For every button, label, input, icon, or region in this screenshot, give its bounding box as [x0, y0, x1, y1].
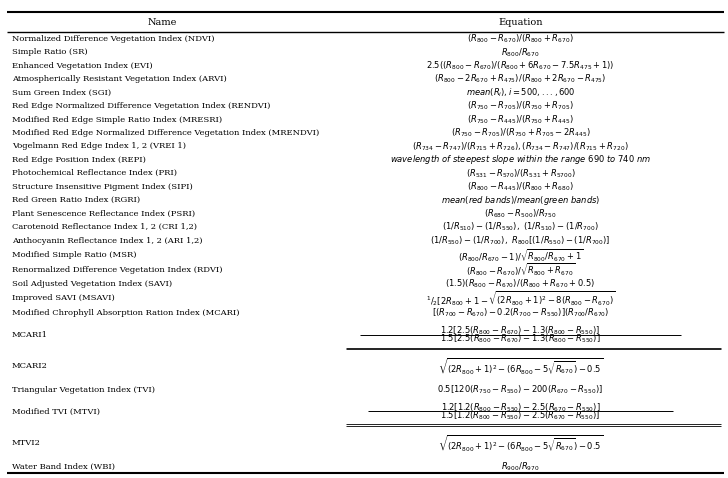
Text: $1.2[1.2(R_{800} - R_{550}) - 2.5(R_{670} - R_{550})]$: $1.2[1.2(R_{800} - R_{550}) - 2.5(R_{670… [440, 401, 601, 413]
Text: $(R_{680} - R_{500})/R_{750}$: $(R_{680} - R_{500})/R_{750}$ [484, 207, 557, 220]
Text: $mean(R_i), i = 500, ..., 600$: $mean(R_i), i = 500, ..., 600$ [466, 87, 575, 99]
Text: $\mathit{mean(red\ bands)/mean(green\ bands)}$: $\mathit{mean(red\ bands)/mean(green\ ba… [441, 194, 600, 206]
Text: $1.5[1.2(R_{800} - R_{550}) - 2.5(R_{670} - R_{550})]$: $1.5[1.2(R_{800} - R_{550}) - 2.5(R_{670… [440, 409, 601, 422]
Text: $(R_{750} - R_{705})/(R_{750} + R_{705})$: $(R_{750} - R_{705})/(R_{750} + R_{705})… [467, 100, 574, 112]
Text: Modified Red Edge Simple Ratio Index (MRESRI): Modified Red Edge Simple Ratio Index (MR… [12, 116, 222, 123]
Text: Modified Simple Ratio (MSR): Modified Simple Ratio (MSR) [12, 251, 136, 260]
Text: $(R_{800}/R_{670} - 1)/\sqrt{R_{800}/R_{670} + 1}$: $(R_{800}/R_{670} - 1)/\sqrt{R_{800}/R_{… [458, 247, 583, 263]
Text: Red Green Ratio Index (RGRI): Red Green Ratio Index (RGRI) [12, 196, 140, 204]
Text: $(R_{750} - R_{445})/(R_{750} + R_{445})$: $(R_{750} - R_{445})/(R_{750} + R_{445})… [467, 113, 574, 126]
Text: Improved SAVI (MSAVI): Improved SAVI (MSAVI) [12, 294, 114, 303]
Text: Atmospherically Resistant Vegetation Index (ARVI): Atmospherically Resistant Vegetation Ind… [12, 75, 226, 83]
Text: Water Band Index (WBI): Water Band Index (WBI) [12, 463, 114, 470]
Text: $1.5[2.5(R_{800} - R_{670}) - 1.3(R_{800} - R_{550})]$: $1.5[2.5(R_{800} - R_{670}) - 1.3(R_{800… [440, 332, 601, 345]
Text: $(R_{531} - R_{570})/(R_{531} + R_{5700})$: $(R_{531} - R_{570})/(R_{531} + R_{5700}… [466, 167, 575, 180]
Text: Normalized Difference Vegetation Index (NDVI): Normalized Difference Vegetation Index (… [12, 35, 214, 43]
Text: $R_{900}/R_{970}$: $R_{900}/R_{970}$ [501, 460, 540, 473]
Text: Modified Chrophyll Absorption Ration Index (MCARI): Modified Chrophyll Absorption Ration Ind… [12, 309, 239, 317]
Text: $1.2[2.5(R_{800} - R_{670}) - 1.3(R_{800} - R_{550})]$: $1.2[2.5(R_{800} - R_{670}) - 1.3(R_{800… [440, 325, 601, 337]
Text: Red Edge Normalized Difference Vegetation Index (RENDVI): Red Edge Normalized Difference Vegetatio… [12, 102, 270, 110]
Text: Enhanced Vegetation Index (EVI): Enhanced Vegetation Index (EVI) [12, 62, 152, 70]
Text: $^{1}/_{2}[2R_{800} + 1 - \sqrt{(2R_{800} + 1)^2 - 8(R_{800} - R_{670})}$: $^{1}/_{2}[2R_{800} + 1 - \sqrt{(2R_{800… [426, 289, 615, 308]
Text: Structure Insensitive Pigment Index (SIPI): Structure Insensitive Pigment Index (SIP… [12, 183, 192, 191]
Text: Red Edge Position Index (REPI): Red Edge Position Index (REPI) [12, 156, 146, 164]
Text: Triangular Vegetation Index (TVI): Triangular Vegetation Index (TVI) [12, 386, 154, 394]
Text: $(R_{750} - R_{705})/(R_{750} + R_{705} - 2R_{445})$: $(R_{750} - R_{705})/(R_{750} + R_{705} … [451, 127, 590, 139]
Text: MCARI1: MCARI1 [12, 331, 47, 339]
Text: Carotenoid Reflectance Index 1, 2 (CRI 1,2): Carotenoid Reflectance Index 1, 2 (CRI 1… [12, 223, 197, 231]
Text: Simple Ratio (SR): Simple Ratio (SR) [12, 48, 87, 56]
Text: Name: Name [147, 18, 177, 27]
Text: $(R_{800} - R_{670})/\sqrt{R_{800} + R_{670}}$: $(R_{800} - R_{670})/\sqrt{R_{800} + R_{… [466, 262, 575, 278]
Text: Photochemical Reflectance Index (PRI): Photochemical Reflectance Index (PRI) [12, 169, 177, 177]
Text: Anthocyanin Reflectance Index 1, 2 (ARI 1,2): Anthocyanin Reflectance Index 1, 2 (ARI … [12, 237, 202, 245]
Text: $(R_{800} - 2R_{670} + R_{475})/(R_{800} + 2R_{670} - R_{475})$: $(R_{800} - 2R_{670} + R_{475})/(R_{800}… [435, 73, 606, 86]
Text: Sum Green Index (SGI): Sum Green Index (SGI) [12, 88, 111, 97]
Text: $(R_{734} - R_{747})/(R_{715} + R_{726}), (R_{734} - R_{747})/(R_{715} + R_{720}: $(R_{734} - R_{747})/(R_{715} + R_{726})… [412, 140, 629, 152]
Text: Soil Adjusted Vegetation Index (SAVI): Soil Adjusted Vegetation Index (SAVI) [12, 280, 172, 288]
Text: Vogelmann Red Edge Index 1, 2 (VREI 1): Vogelmann Red Edge Index 1, 2 (VREI 1) [12, 142, 186, 151]
Text: $(R_{800} - R_{670})/(R_{800} + R_{670})$: $(R_{800} - R_{670})/(R_{800} + R_{670})… [467, 33, 574, 45]
Text: Renormalized Difference Vegetation Index (RDVI): Renormalized Difference Vegetation Index… [12, 266, 222, 274]
Text: Equation: Equation [498, 18, 543, 27]
Text: $(R_{800} - R_{445})/(R_{800} + R_{680})$: $(R_{800} - R_{445})/(R_{800} + R_{680})… [467, 181, 574, 193]
Text: Modified TVI (MTVI): Modified TVI (MTVI) [12, 407, 100, 415]
Text: $(1.5)(R_{800} - R_{670})/(R_{800} + R_{670} + 0.5)$: $(1.5)(R_{800} - R_{670})/(R_{800} + R_{… [446, 277, 596, 290]
Text: $[(R_{700} - R_{670}) - 0.2(R_{700} - R_{550})](R_{700}/R_{670})$: $[(R_{700} - R_{670}) - 0.2(R_{700} - R_… [432, 307, 609, 319]
Text: $(1/R_{550}) - (1/R_{700}),\ R_{800}[(1/R_{550}) - (1/R_{700})]$: $(1/R_{550}) - (1/R_{700}),\ R_{800}[(1/… [430, 234, 611, 247]
Text: Plant Senescence Reflectance Index (PSRI): Plant Senescence Reflectance Index (PSRI… [12, 210, 195, 217]
Text: $\mathit{wavelength\ of\ steepest\ slope\ within\ the\ range\ 690\ to\ 740\ nm}$: $\mathit{wavelength\ of\ steepest\ slope… [390, 153, 651, 166]
Text: Modified Red Edge Normalized Difference Vegetation Index (MRENDVI): Modified Red Edge Normalized Difference … [12, 129, 319, 137]
Text: $0.5[120(R_{750} - R_{550}) - 200(R_{670} - R_{550})]$: $0.5[120(R_{750} - R_{550}) - 200(R_{670… [438, 383, 604, 396]
Text: MCARI2: MCARI2 [12, 362, 47, 370]
Text: MTVI2: MTVI2 [12, 439, 41, 447]
Text: $(1/R_{510}) - (1/R_{550}),\ (1/R_{510}) - (1/R_{700})$: $(1/R_{510}) - (1/R_{550}),\ (1/R_{510})… [442, 221, 599, 233]
Text: $R_{800}/R_{670}$: $R_{800}/R_{670}$ [501, 46, 540, 58]
Text: $\sqrt{(2R_{800} + 1)^2 - (6R_{800} - 5\sqrt{R_{670}}) - 0.5}$: $\sqrt{(2R_{800} + 1)^2 - (6R_{800} - 5\… [438, 357, 603, 376]
Text: $2.5((R_{800} - R_{670})/(R_{800} + 6R_{670} - 7.5R_{475} + 1))$: $2.5((R_{800} - R_{670})/(R_{800} + 6R_{… [427, 59, 614, 72]
Text: $\sqrt{(2R_{800} + 1)^2 - (6R_{800} - 5\sqrt{R_{670}}) - 0.5}$: $\sqrt{(2R_{800} + 1)^2 - (6R_{800} - 5\… [438, 433, 603, 453]
